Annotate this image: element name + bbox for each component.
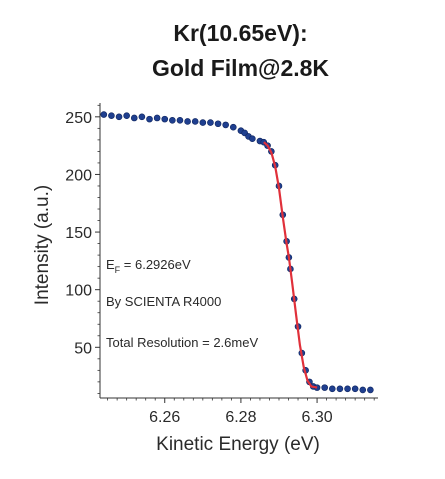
data-point bbox=[115, 113, 123, 121]
data-point bbox=[207, 119, 214, 126]
data-point bbox=[344, 385, 351, 393]
data-point bbox=[100, 111, 108, 118]
data-marks bbox=[100, 111, 374, 394]
data-point bbox=[176, 116, 184, 124]
y-tick-label: 200 bbox=[65, 167, 92, 184]
data-point bbox=[229, 123, 237, 131]
fermi-energy-value: = 6.2926eV bbox=[120, 257, 191, 272]
data-point bbox=[199, 119, 207, 126]
fit-line bbox=[263, 141, 318, 389]
data-point bbox=[108, 112, 115, 119]
x-tick-label: 6.26 bbox=[149, 409, 180, 426]
data-point bbox=[123, 112, 130, 119]
chart-title-line-2: Gold Film@2.8K bbox=[151, 55, 330, 81]
data-point bbox=[367, 386, 374, 394]
instrument-annotation: By SCIENTA R4000 bbox=[106, 294, 221, 309]
y-tick-label: 50 bbox=[74, 340, 92, 357]
data-point bbox=[169, 116, 176, 124]
x-tick-label: 6.28 bbox=[225, 409, 256, 426]
y-tick-label: 250 bbox=[65, 110, 92, 127]
y-axis-label: Intensity (a.u.) bbox=[32, 185, 53, 305]
data-point bbox=[191, 118, 199, 125]
data-point bbox=[249, 135, 256, 143]
data-point bbox=[184, 118, 191, 125]
y-tick-label: 150 bbox=[65, 225, 92, 242]
data-point bbox=[214, 120, 222, 128]
data-point bbox=[351, 385, 359, 393]
chart-title-line-1: Kr(10.65eV): bbox=[173, 20, 308, 46]
x-tick-label: 6.30 bbox=[301, 409, 332, 426]
axes bbox=[99, 103, 378, 399]
fit-curve bbox=[263, 141, 318, 389]
data-point bbox=[146, 115, 153, 123]
data-point bbox=[336, 385, 344, 393]
data-point bbox=[222, 121, 229, 129]
fermi-energy-subscript: F bbox=[115, 265, 121, 275]
fermi-energy-annotation: EF = 6.2926eV bbox=[106, 257, 191, 275]
x-axis-label: Kinetic Energy (eV) bbox=[156, 434, 320, 455]
data-point bbox=[359, 386, 367, 394]
resolution-annotation: Total Resolution = 2.6meV bbox=[106, 335, 258, 350]
ticks: 50 100 150 200 250 6.26 6.28 6.30 bbox=[65, 104, 375, 426]
data-point bbox=[130, 114, 138, 122]
data-point bbox=[153, 114, 161, 122]
data-point bbox=[321, 384, 328, 391]
y-tick-label: 100 bbox=[65, 283, 92, 300]
fermi-energy-symbol: E bbox=[106, 257, 115, 272]
data-point bbox=[161, 115, 169, 123]
data-point bbox=[329, 385, 336, 393]
data-point bbox=[138, 113, 146, 121]
